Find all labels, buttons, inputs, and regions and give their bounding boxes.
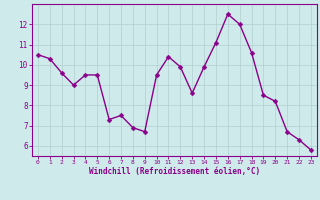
X-axis label: Windchill (Refroidissement éolien,°C): Windchill (Refroidissement éolien,°C) [89,167,260,176]
